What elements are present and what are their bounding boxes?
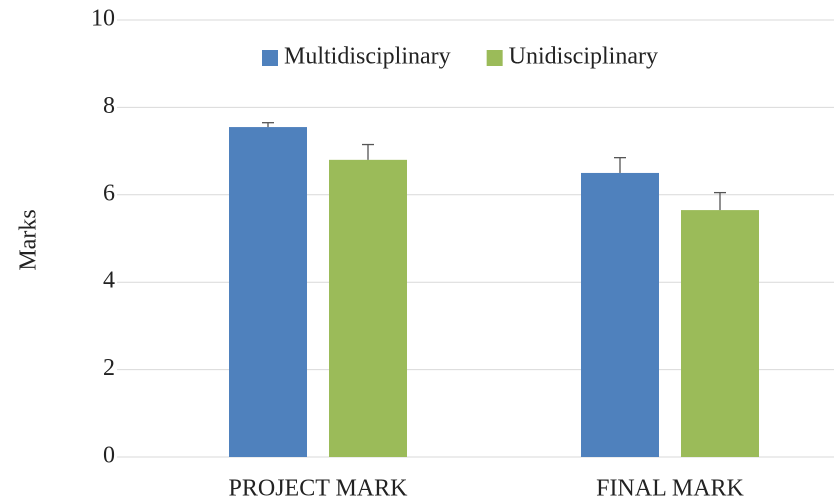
- x-tick-label: PROJECT MARK: [229, 476, 409, 502]
- bar: [329, 159, 407, 457]
- error-bar: [714, 191, 726, 211]
- y-tick-label: 6: [103, 180, 115, 206]
- legend-swatch: [262, 50, 278, 66]
- error-bar: [262, 122, 274, 128]
- y-tick-label: 2: [103, 355, 115, 381]
- error-bar: [614, 157, 626, 173]
- y-axis-title: Marks: [16, 209, 42, 270]
- legend-label: Unidisciplinary: [509, 44, 658, 70]
- x-tick-label: FINAL MARK: [596, 476, 744, 502]
- legend-label: Multidisciplinary: [284, 44, 451, 70]
- bar: [581, 172, 659, 457]
- error-bar: [362, 143, 374, 160]
- bar: [229, 127, 307, 457]
- y-tick-label: 0: [103, 443, 115, 469]
- bar: [681, 210, 759, 457]
- y-tick-label: 10: [91, 6, 115, 32]
- y-tick-label: 4: [103, 268, 115, 294]
- y-tick-label: 8: [103, 93, 115, 119]
- legend-swatch: [486, 50, 503, 66]
